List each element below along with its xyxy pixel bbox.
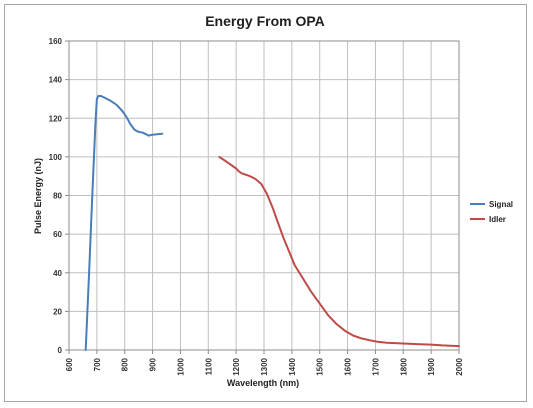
x-tick-label: 1800	[399, 357, 408, 375]
y-tick-label: 100	[49, 153, 63, 162]
legend-label-signal: Signal	[489, 200, 513, 209]
x-tick-label: 800	[121, 357, 130, 371]
chart-title: Energy From OPA	[205, 13, 325, 29]
x-tick-label: 1400	[288, 357, 297, 375]
x-tick-label: 2000	[455, 357, 464, 375]
x-tick-label: 1600	[344, 357, 353, 375]
x-tick-label: 1900	[427, 357, 436, 375]
x-tick-label: 600	[65, 357, 74, 371]
gridlines	[68, 40, 460, 351]
x-tick-label: 1500	[316, 357, 325, 375]
x-tick-label: 1300	[260, 357, 269, 375]
y-tick-label: 80	[53, 192, 62, 201]
y-tick-label: 160	[49, 37, 63, 46]
legend-label-idler: Idler	[489, 215, 506, 224]
y-tick-label: 140	[49, 76, 63, 85]
x-tick-label: 1700	[371, 357, 380, 375]
y-tick-label: 0	[58, 346, 63, 355]
series-lines	[84, 95, 460, 351]
x-tick-label: 1000	[176, 357, 185, 375]
x-tick-label: 1100	[204, 357, 213, 375]
legend: Signal Idler	[470, 200, 513, 224]
y-tick-label: 40	[53, 269, 62, 278]
y-axis-title: Pulse Energy (nJ)	[33, 158, 43, 234]
x-tick-label: 1200	[232, 357, 241, 375]
y-tick-labels: 0 20 40 60 80 100 120 140 160	[49, 37, 69, 355]
y-tick-label: 120	[49, 114, 63, 123]
y-tick-label: 20	[53, 307, 62, 316]
y-tick-label: 60	[53, 230, 62, 239]
x-tick-labels: 600 700 800 900 1000 1100 1200 1300 1400 1500 1600…	[65, 350, 464, 376]
x-tick-label: 900	[149, 357, 158, 371]
series-line-idler	[218, 155, 460, 348]
series-line-signal	[84, 95, 164, 351]
x-axis-title: Wavelength (nm)	[227, 378, 299, 388]
x-tick-label: 700	[93, 357, 102, 371]
